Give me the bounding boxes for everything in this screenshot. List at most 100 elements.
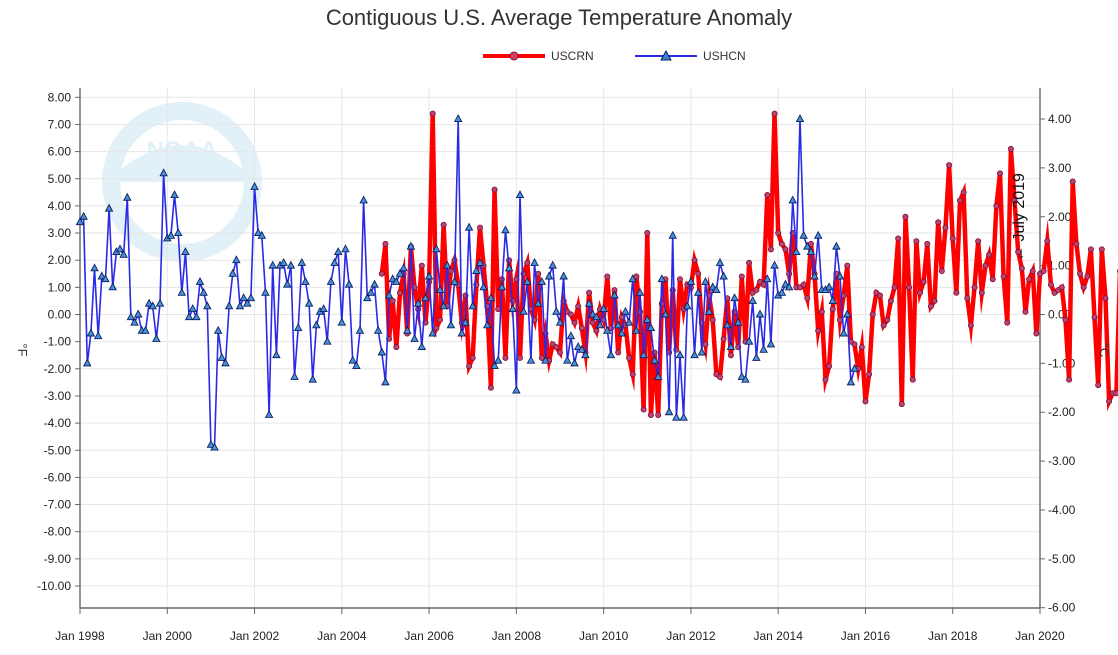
data-point-uscrn: [648, 412, 653, 417]
data-point-uscrn: [979, 290, 984, 295]
data-point-ushcn: [411, 335, 418, 342]
data-point-ushcn: [338, 319, 345, 326]
y-axis-label-right: °C: [1097, 343, 1112, 358]
data-point-uscrn: [394, 344, 399, 349]
legend-item-ushcn[interactable]: USHCN: [635, 49, 746, 63]
data-point-uscrn: [383, 241, 388, 246]
data-point-ushcn: [553, 308, 560, 315]
data-point-ushcn: [189, 305, 196, 312]
data-point-ushcn: [400, 264, 407, 271]
legend: USCRN USHCN: [483, 49, 746, 63]
data-point-uscrn: [1063, 317, 1068, 322]
data-point-ushcn: [109, 283, 116, 290]
data-point-ushcn: [200, 289, 207, 296]
data-point-uscrn: [1048, 282, 1053, 287]
data-point-uscrn: [1074, 241, 1079, 246]
data-point-uscrn: [1070, 179, 1075, 184]
data-point-ushcn: [313, 321, 320, 328]
data-point-ushcn: [371, 281, 378, 288]
data-point-ushcn: [346, 281, 353, 288]
data-point-ushcn: [204, 302, 211, 309]
left-tick-label: -10.00: [37, 579, 71, 593]
data-point-uscrn: [379, 271, 384, 276]
left-tick-label: 8.00: [48, 90, 72, 104]
data-point-uscrn: [703, 342, 708, 347]
data-point-uscrn: [870, 312, 875, 317]
right-tick-label: -6.00: [1048, 601, 1076, 615]
data-point-uscrn: [630, 372, 635, 377]
data-point-uscrn: [903, 214, 908, 219]
legend-item-uscrn[interactable]: USCRN: [483, 49, 594, 63]
data-point-uscrn: [430, 111, 435, 116]
data-point-uscrn: [616, 350, 621, 355]
left-tick-label: -2.00: [44, 362, 72, 376]
data-point-uscrn: [525, 260, 530, 265]
data-point-ushcn: [833, 243, 840, 250]
data-point-uscrn: [976, 239, 981, 244]
data-point-ushcn: [418, 343, 425, 350]
data-point-uscrn: [626, 355, 631, 360]
data-point-ushcn: [513, 387, 520, 394]
data-point-uscrn: [772, 111, 777, 116]
data-point-uscrn: [1059, 285, 1064, 290]
data-point-uscrn: [921, 279, 926, 284]
data-point-ushcn: [527, 357, 534, 364]
data-point-uscrn: [863, 399, 868, 404]
data-point-ushcn: [382, 378, 389, 385]
data-point-ushcn: [273, 351, 280, 358]
data-point-uscrn: [1085, 274, 1090, 279]
data-point-uscrn: [928, 304, 933, 309]
data-point-ushcn: [749, 297, 756, 304]
data-point-uscrn: [1081, 285, 1086, 290]
x-tick-label: Jan 2014: [753, 629, 803, 643]
data-point-uscrn: [477, 225, 482, 230]
right-tick-label: -4.00: [1048, 503, 1076, 517]
data-point-uscrn: [768, 247, 773, 252]
data-point-uscrn: [830, 306, 835, 311]
data-point-ushcn: [560, 272, 567, 279]
data-point-uscrn: [888, 298, 893, 303]
data-point-uscrn: [986, 252, 991, 257]
data-point-uscrn: [1066, 377, 1071, 382]
data-point-ushcn: [666, 408, 673, 415]
data-point-uscrn: [910, 377, 915, 382]
right-tick-label: -2.00: [1048, 405, 1076, 419]
right-tick-label: 2.00: [1048, 210, 1072, 224]
left-tick-label: 2.00: [48, 253, 72, 267]
left-tick-label: 1.00: [48, 280, 72, 294]
data-point-ushcn: [233, 256, 240, 263]
data-point-uscrn: [1030, 268, 1035, 273]
data-point-uscrn: [1023, 309, 1028, 314]
data-point-uscrn: [1096, 382, 1101, 387]
data-point-ushcn: [342, 245, 349, 252]
data-point-uscrn: [990, 277, 995, 282]
data-point-uscrn: [656, 412, 661, 417]
data-point-uscrn: [1103, 296, 1108, 301]
data-point-uscrn: [503, 355, 508, 360]
data-point-ushcn: [284, 281, 291, 288]
data-point-ushcn: [357, 327, 364, 334]
data-point-ushcn: [571, 359, 578, 366]
data-point-ushcn: [91, 264, 98, 271]
data-point-uscrn: [914, 239, 919, 244]
data-point-ushcn: [291, 373, 298, 380]
data-point-uscrn: [936, 220, 941, 225]
data-point-uscrn: [954, 290, 959, 295]
data-point-ushcn: [327, 278, 334, 285]
data-point-uscrn: [892, 285, 897, 290]
data-point-uscrn: [779, 241, 784, 246]
data-point-ushcn: [549, 262, 556, 269]
left-tick-label: 6.00: [48, 145, 72, 159]
x-tick-label: Jan 2008: [492, 629, 542, 643]
left-tick-label: -7.00: [44, 498, 72, 512]
data-point-ushcn: [622, 308, 629, 315]
data-point-uscrn: [805, 296, 810, 301]
legend-swatch-uscrn-marker: [510, 52, 518, 60]
data-point-ushcn: [295, 324, 302, 331]
data-point-uscrn: [837, 317, 842, 322]
data-point-uscrn: [968, 323, 973, 328]
legend-label-ushcn: USHCN: [703, 49, 746, 63]
data-point-uscrn: [590, 320, 595, 325]
data-point-uscrn: [641, 407, 646, 412]
data-point-uscrn: [728, 353, 733, 358]
